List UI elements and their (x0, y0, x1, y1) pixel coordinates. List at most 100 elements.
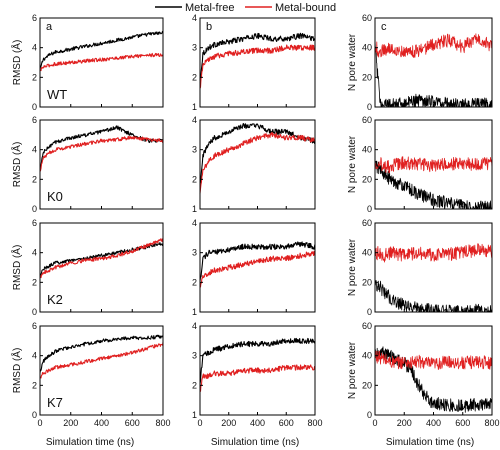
x-tick-label: 200 (221, 418, 236, 428)
y-axis-label-rmsd: RMSD (Å) (10, 142, 23, 188)
panel-a-K2: 0 2 4 6 RMSD (Å) K2 (10, 218, 164, 317)
y-tick-label: 1 (192, 102, 197, 112)
y-tick-label: 2 (192, 174, 197, 184)
y-tick-label: 2 (32, 72, 37, 82)
x-tick-label: 800 (484, 418, 499, 428)
panel-letter-a: a (46, 21, 53, 33)
plot-frame (374, 17, 493, 108)
x-axis-label-b: Simulation time (ns) (211, 437, 299, 448)
y-tick-label: 6 (32, 218, 37, 228)
y-tick-label: 60 (362, 13, 372, 23)
y-tick-label: 3 (192, 248, 197, 258)
y-tick-label: 6 (32, 321, 37, 331)
y-axis-label-water: N pore water (347, 135, 358, 193)
series-line-metal-bound (374, 350, 493, 371)
panel-b-WT: 1 2 3 4b (192, 13, 316, 112)
x-tick-label: 400 (94, 418, 109, 428)
panel-c-WT: 0 20 40 60 N pore water c (347, 13, 493, 112)
panel-c-K0: 0 20 40 60 N pore water (347, 115, 493, 214)
x-tick-label: 200 (63, 418, 78, 428)
series-line-metal-bound (39, 342, 164, 379)
series-line-metal-free (374, 279, 493, 313)
y-tick-label: 2 (192, 380, 197, 390)
y-tick-label: 0 (32, 102, 37, 112)
y-axis-label-rmsd: RMSD (Å) (10, 40, 23, 86)
series-line-metal-bound (374, 33, 493, 58)
plot-frame (199, 119, 316, 210)
legend-label-metal-bound: Metal-bound (275, 2, 336, 14)
y-tick-label: 6 (32, 13, 37, 23)
y-tick-label: 2 (192, 277, 197, 287)
y-tick-label: 4 (192, 321, 197, 331)
y-tick-label: 1 (192, 204, 197, 214)
panel-letter-b: b (206, 21, 212, 33)
series-line-metal-bound (199, 250, 316, 288)
y-tick-label: 40 (362, 351, 372, 361)
y-tick-label: 40 (362, 43, 372, 53)
x-tick-label: 400 (250, 418, 265, 428)
x-axis-label-c: Simulation time (ns) (386, 437, 474, 448)
y-tick-label: 2 (32, 174, 37, 184)
y-tick-label: 0 (367, 204, 372, 214)
panel-letter-c: c (381, 21, 387, 33)
y-tick-label: 60 (362, 115, 372, 125)
x-tick-label: 800 (155, 418, 170, 428)
y-tick-label: 3 (192, 43, 197, 53)
y-tick-label: 4 (32, 351, 37, 361)
series-line-metal-free (374, 38, 493, 108)
row-label-k0: K0 (47, 189, 63, 204)
series-line-metal-free (39, 30, 164, 70)
x-tick-label: 600 (125, 418, 140, 428)
panel-a-K0: 0 2 4 6 RMSD (Å) K0 (10, 115, 164, 214)
y-axis-label-water: N pore water (347, 238, 358, 296)
x-tick-label: 0 (372, 418, 377, 428)
series-line-metal-bound (199, 132, 316, 194)
panel-a-K7: 0 2 4 6 0 200 400 600 800 RMSD (Å) K7 (10, 321, 171, 428)
series-line-metal-bound (374, 156, 493, 174)
y-tick-label: 4 (32, 145, 37, 155)
panel-c-K2: 0 20 40 60 N pore water (347, 218, 493, 317)
y-tick-label: 0 (367, 307, 372, 317)
x-tick-label: 600 (279, 418, 294, 428)
y-tick-label: 0 (32, 410, 37, 420)
series-line-metal-free (39, 125, 164, 172)
y-tick-label: 4 (32, 43, 37, 53)
y-tick-label: 60 (362, 321, 372, 331)
y-tick-label: 60 (362, 218, 372, 228)
panel-b-K2: 1 2 3 4 (192, 218, 316, 317)
x-tick-label: 800 (307, 418, 322, 428)
legend-label-metal-free: Metal-free (185, 2, 235, 14)
series-line-metal-free (39, 242, 164, 277)
row-label-wt: WT (47, 87, 67, 102)
y-tick-label: 0 (367, 410, 372, 420)
axis-labels: Simulation time (ns) Simulation time (ns… (46, 437, 474, 448)
x-tick-label: 600 (455, 418, 470, 428)
x-tick-label: 0 (197, 418, 202, 428)
y-tick-label: 2 (32, 380, 37, 390)
y-tick-label: 2 (32, 277, 37, 287)
y-tick-label: 20 (362, 380, 372, 390)
series-line-metal-bound (199, 364, 316, 392)
series-line-metal-bound (39, 238, 164, 279)
panel-b-K0: 1 2 3 4 (192, 115, 316, 214)
series-line-metal-free (199, 32, 316, 83)
x-tick-label: 400 (426, 418, 441, 428)
series-line-metal-bound (374, 243, 493, 263)
series-line-metal-bound (39, 135, 164, 172)
y-tick-label: 0 (32, 307, 37, 317)
x-tick-label: 200 (397, 418, 412, 428)
y-axis-label-rmsd: RMSD (Å) (10, 348, 23, 394)
y-tick-label: 1 (192, 307, 197, 317)
y-tick-label: 4 (192, 218, 197, 228)
y-tick-label: 3 (192, 351, 197, 361)
series-line-metal-free (199, 337, 316, 385)
panel-b-K7: 1 2 3 4 0 200 400 600 800 (192, 321, 323, 428)
y-tick-label: 20 (362, 174, 372, 184)
plot-frame (199, 222, 316, 313)
y-axis-label-water: N pore water (347, 341, 358, 399)
y-tick-label: 0 (32, 204, 37, 214)
y-axis-label-water: N pore water (347, 33, 358, 91)
legend: Metal-free Metal-bound (155, 2, 336, 14)
